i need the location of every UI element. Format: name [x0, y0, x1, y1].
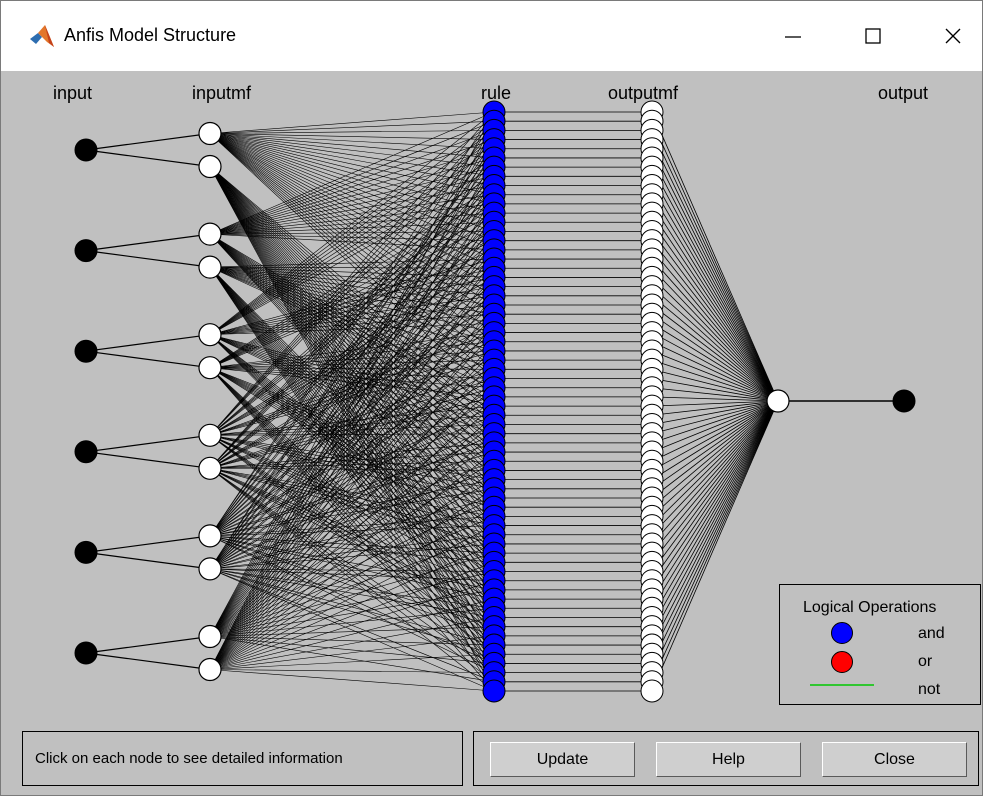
status-text: Click on each node to see detailed infor… [35, 750, 343, 767]
legend-and-label: and [918, 625, 945, 642]
matlab-logo-icon [29, 23, 55, 49]
aggregate-output-node[interactable] [766, 389, 790, 413]
and-swatch-icon [831, 622, 853, 644]
input-node-4[interactable] [74, 440, 98, 464]
column-label-inputmf: inputmf [192, 83, 252, 103]
inputmf-node-8[interactable] [198, 456, 222, 480]
title-bar: Anfis Model Structure [1, 1, 982, 71]
update-button[interactable]: Update [490, 742, 635, 777]
close-window-button[interactable] [923, 13, 983, 59]
status-panel: Click on each node to see detailed infor… [22, 731, 463, 786]
minimize-icon [785, 36, 801, 38]
inputmf-node-5[interactable] [198, 323, 222, 347]
not-swatch-icon [810, 684, 874, 686]
output-node[interactable] [892, 389, 916, 413]
legend-panel: Logical Operations and or not [779, 584, 981, 705]
column-label-rule: rule [481, 83, 512, 103]
maximize-button[interactable] [843, 13, 903, 59]
minimize-button[interactable] [763, 13, 823, 59]
rule-node-64[interactable] [482, 679, 506, 703]
inputmf-node-11[interactable] [198, 624, 222, 649]
input-node-1[interactable] [74, 138, 98, 162]
input-node-6[interactable] [74, 641, 98, 665]
inputmf-node-12[interactable] [198, 657, 222, 682]
column-label-outputmf: outputmf [608, 83, 679, 103]
input-node-5[interactable] [74, 540, 98, 564]
input-node-2[interactable] [74, 239, 98, 263]
maximize-icon [865, 28, 881, 44]
column-label-input: input [53, 83, 93, 103]
inputmf-node-7[interactable] [198, 423, 222, 447]
inputmf-node-3[interactable] [198, 222, 222, 246]
window-title: Anfis Model Structure [64, 25, 237, 45]
close-button[interactable]: Close [822, 742, 967, 777]
input-node-3[interactable] [74, 339, 98, 363]
help-button[interactable]: Help [656, 742, 801, 777]
inputmf-node-6[interactable] [198, 356, 222, 380]
inputmf-node-9[interactable] [198, 524, 222, 548]
close-icon [945, 28, 961, 44]
legend-or-label: or [918, 653, 933, 670]
inputmf-node-1[interactable] [198, 121, 222, 146]
button-panel: Update Help Close [473, 731, 979, 786]
network-diagram [74, 100, 916, 703]
or-swatch-icon [831, 651, 853, 673]
legend-title: Logical Operations [803, 599, 937, 616]
inputmf-node-10[interactable] [198, 557, 222, 581]
legend-not-label: not [918, 681, 941, 698]
inputmf-node-2[interactable] [198, 154, 222, 179]
inputmf-node-4[interactable] [198, 255, 222, 279]
column-label-output: output [878, 83, 929, 103]
outputmf-node-64[interactable] [640, 679, 664, 703]
